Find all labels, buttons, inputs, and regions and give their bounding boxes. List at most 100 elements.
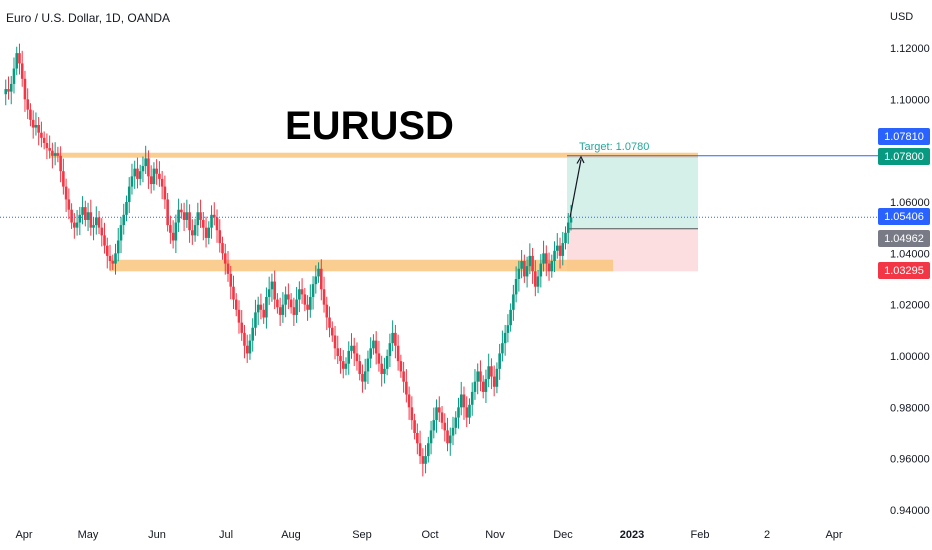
candle-body (553, 250, 556, 262)
candle-body (163, 186, 167, 200)
candle-body (18, 53, 21, 64)
x-tick-label: Aug (281, 529, 301, 541)
candle (116, 227, 120, 262)
candle (520, 249, 523, 279)
candle-body (352, 345, 356, 354)
candle (180, 203, 183, 219)
candle (81, 196, 84, 225)
candle (394, 324, 397, 359)
price-badge: 1.03295 (878, 262, 930, 279)
candle-body (542, 253, 545, 264)
candle-body (12, 68, 16, 84)
price-badge-label: 1.07810 (884, 131, 924, 143)
candle (23, 70, 27, 112)
candle (265, 287, 268, 329)
candle (70, 203, 73, 229)
price-badge-bg (878, 230, 930, 247)
candle-body (287, 294, 290, 300)
candle-body (147, 158, 150, 177)
candle (481, 375, 485, 399)
price-badges: 1.07810 1.07800 1.05406 1.04962 1.03295 (878, 128, 930, 279)
candle-body (9, 83, 13, 92)
candle-body (218, 230, 222, 244)
candle-body (306, 304, 309, 310)
candle-body (149, 176, 153, 185)
candle (119, 217, 123, 254)
candle-body (243, 332, 246, 346)
candle (501, 330, 504, 362)
candle-body (185, 212, 189, 220)
candle-body (396, 345, 400, 362)
candle-body (325, 304, 329, 318)
candle-body (20, 63, 24, 79)
candle (210, 205, 213, 239)
candle-body (424, 456, 427, 464)
candle (435, 399, 438, 433)
candle (147, 150, 150, 189)
resistance-zone (50, 152, 698, 158)
candle (514, 266, 518, 303)
candle (432, 407, 436, 439)
candle (278, 297, 282, 326)
candle (240, 310, 244, 341)
candle (133, 160, 137, 189)
candle-body (465, 407, 469, 418)
candle (34, 112, 38, 136)
candle-body (245, 345, 249, 354)
candle-body (479, 371, 482, 382)
candle-body (454, 417, 458, 428)
candle (465, 396, 469, 428)
candle (361, 364, 364, 393)
candle-body (276, 299, 279, 308)
candle (254, 299, 257, 336)
candle-body (125, 202, 128, 215)
candle (212, 202, 216, 226)
price-badge-label: 1.05406 (884, 211, 924, 223)
x-tick-label: Nov (485, 529, 505, 541)
candle (498, 343, 501, 380)
candle-body (169, 225, 172, 233)
candle-body (410, 407, 414, 421)
candle (429, 420, 433, 455)
candle-body (116, 240, 120, 254)
candle (531, 247, 534, 284)
candle-body (122, 214, 126, 226)
candle-body (105, 245, 109, 256)
candle-body (141, 166, 145, 172)
candle (199, 199, 202, 228)
candle-body (402, 371, 405, 382)
y-tick-label: 0.96000 (890, 454, 930, 466)
candle (270, 273, 274, 302)
candle (215, 209, 219, 243)
candle-body (564, 232, 567, 244)
candles-layer (4, 43, 573, 477)
candle-body (484, 379, 488, 392)
candle (385, 349, 389, 376)
candle (506, 314, 510, 343)
candle (94, 206, 98, 235)
candle (37, 117, 40, 146)
candle (204, 216, 208, 248)
candle (470, 382, 474, 416)
candle-body (418, 443, 422, 457)
candle (218, 219, 222, 253)
candle-body (333, 335, 337, 349)
candle-body (278, 307, 282, 315)
price-badge: 1.05406 (878, 208, 930, 225)
candle (322, 276, 326, 313)
candle-body (180, 209, 183, 213)
candle (262, 303, 265, 324)
candle (136, 157, 139, 189)
candle-body (136, 168, 139, 179)
candle (51, 142, 54, 169)
x-tick-label: Apr (825, 529, 842, 541)
candle (534, 260, 537, 297)
candle (451, 416, 455, 446)
candle (369, 337, 372, 369)
candle (256, 296, 260, 325)
candle-body (196, 212, 200, 226)
candle (7, 76, 10, 100)
eurusd-label: EURUSD (285, 104, 454, 148)
candle-body (394, 332, 397, 346)
